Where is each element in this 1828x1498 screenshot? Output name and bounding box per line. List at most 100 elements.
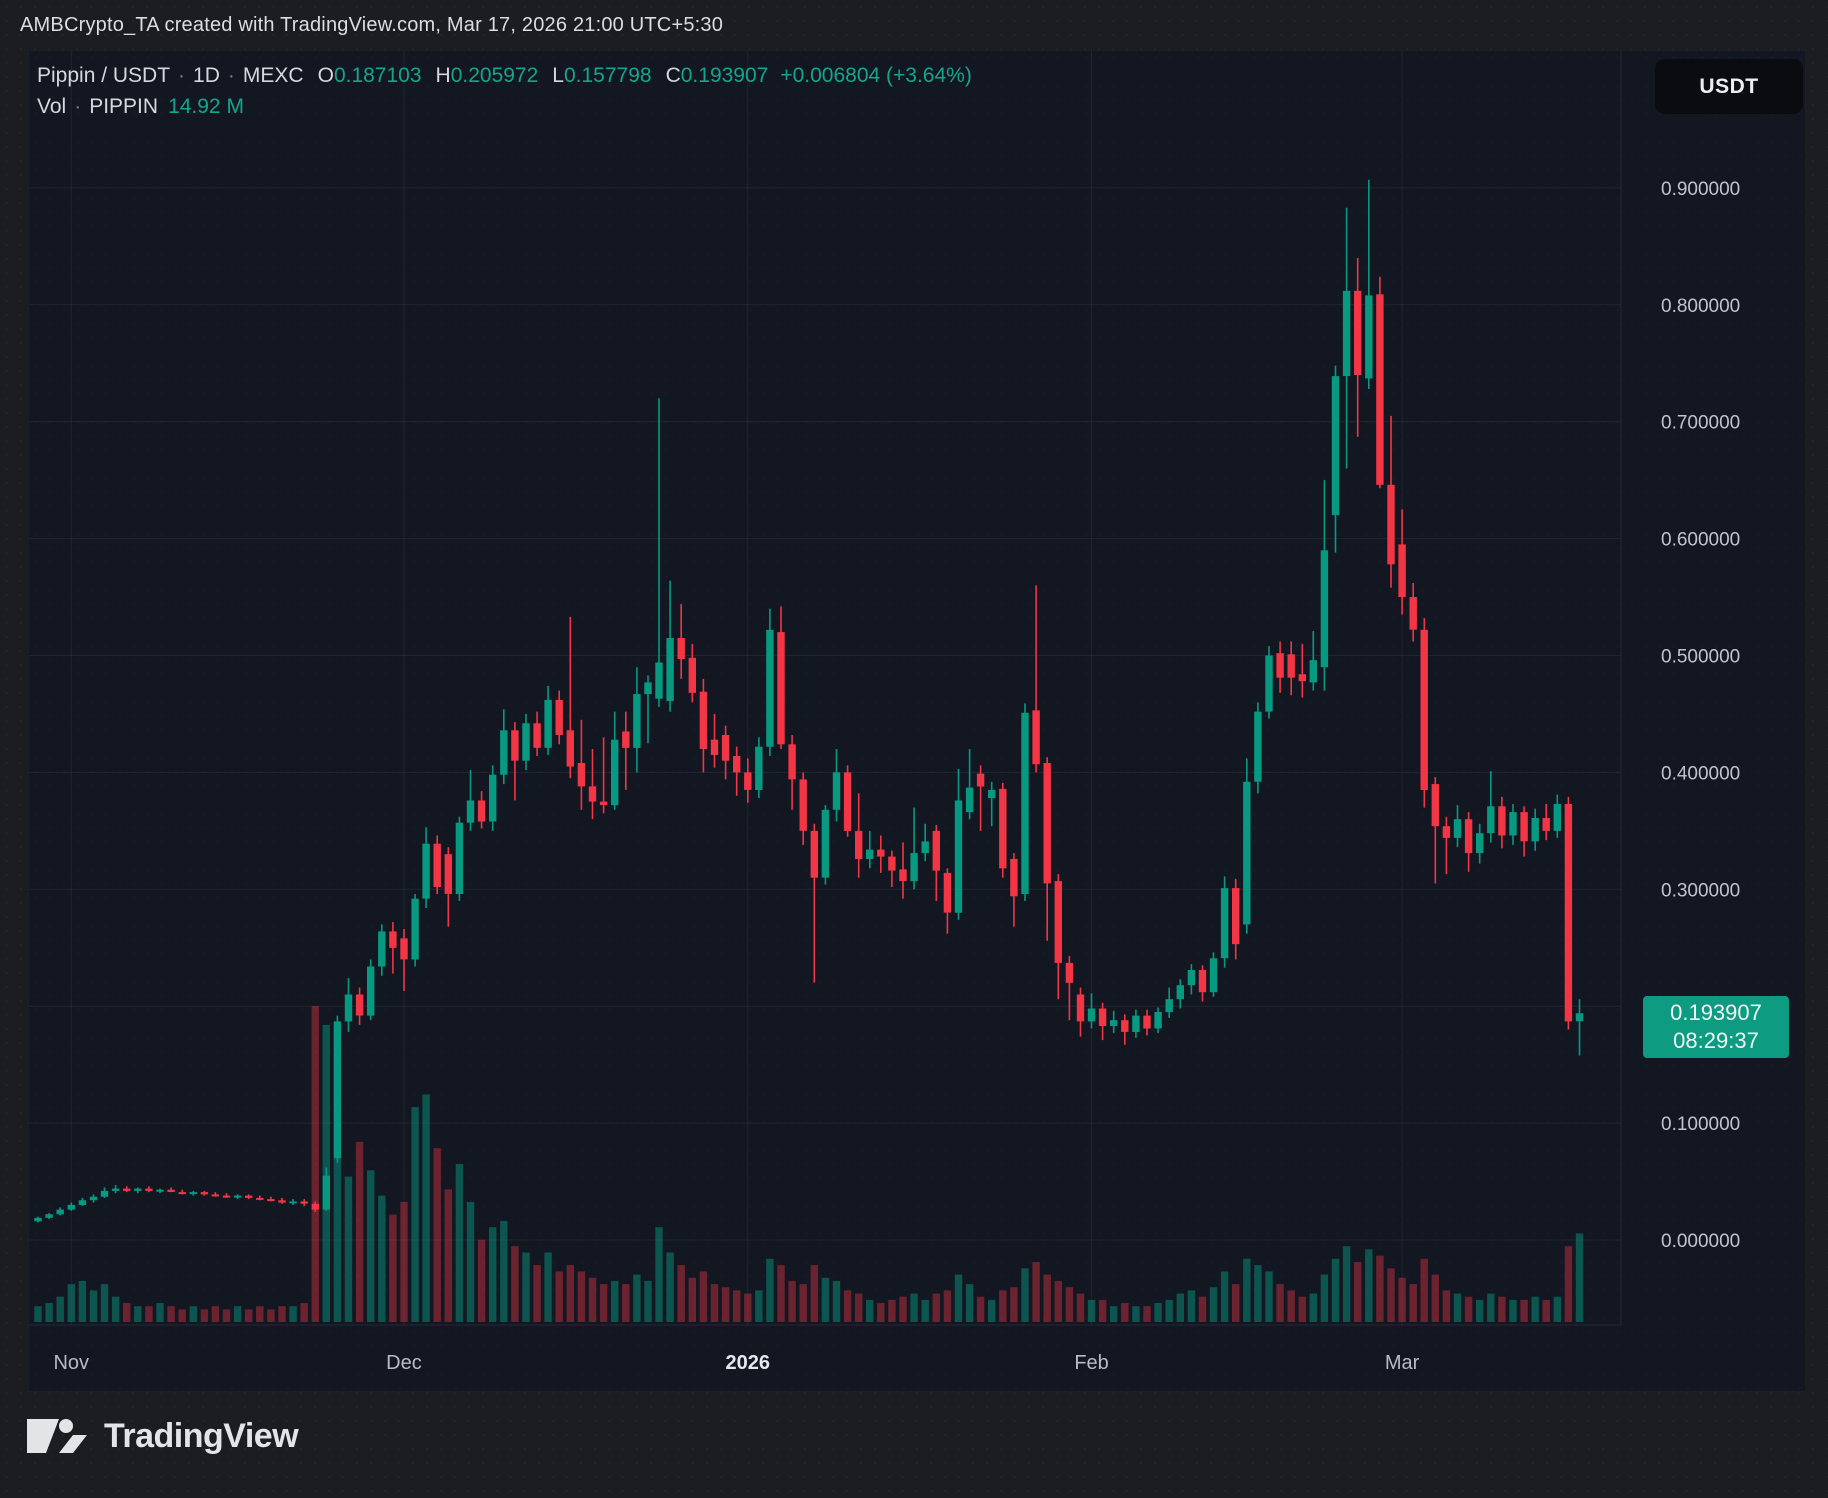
tradingview-logo-icon <box>27 1419 87 1453</box>
currency-toggle-button[interactable]: USDT <box>1655 59 1803 114</box>
volume-bar <box>1254 1265 1262 1322</box>
volume-bar <box>1087 1299 1096 1322</box>
volume-bar <box>1387 1268 1395 1322</box>
volume-bar <box>843 1290 852 1322</box>
close-label: C <box>665 64 681 87</box>
volume-bar <box>1165 1299 1173 1322</box>
volume-bar <box>1442 1290 1451 1322</box>
candle-body <box>1398 544 1406 597</box>
volume-bar <box>289 1306 297 1322</box>
candle-body <box>433 843 441 887</box>
volume-bar <box>855 1293 863 1322</box>
volume-bar <box>1365 1249 1373 1322</box>
tradingview-wordmark: TradingView <box>104 1416 299 1455</box>
candle-body <box>533 723 541 748</box>
price-axis-label: 0.700000 <box>1661 413 1740 434</box>
volume-bar <box>411 1107 419 1322</box>
volume-bar <box>56 1296 64 1322</box>
candle-body <box>877 849 885 857</box>
candles-layer <box>34 179 1584 1223</box>
volume-bar <box>45 1303 53 1322</box>
candle-body <box>333 1021 342 1159</box>
candle-body <box>1520 812 1528 842</box>
volume-bar <box>755 1290 763 1322</box>
volume-bar <box>899 1296 907 1322</box>
candle-body <box>422 843 430 899</box>
legend-symbol-row: Pippin / USDT · 1D · MEXC O0.187103 H0.205972 L… <box>37 61 972 91</box>
candle-body <box>167 1189 175 1192</box>
volume-bar <box>100 1284 109 1322</box>
volume-bar <box>622 1284 630 1322</box>
volume-bar <box>1010 1287 1018 1322</box>
volume-bar <box>123 1303 131 1322</box>
volume-bar <box>1043 1274 1051 1322</box>
candle-body <box>477 800 486 822</box>
volume-bar <box>355 1141 364 1322</box>
candle-body <box>1564 804 1573 1022</box>
candle-body <box>1354 290 1362 375</box>
close-value: 0.193907 <box>680 64 769 87</box>
volume-bar <box>422 1094 430 1322</box>
volume-bar <box>688 1277 696 1322</box>
volume-bar <box>1065 1287 1074 1322</box>
candle-body <box>500 730 508 775</box>
volume-bar <box>1476 1299 1484 1322</box>
volume-bar <box>134 1306 142 1322</box>
candle-body <box>89 1196 98 1201</box>
candle-body <box>1320 550 1329 668</box>
high-label: H <box>435 64 451 87</box>
volume-bar <box>1420 1258 1428 1322</box>
volume-bar <box>965 1284 974 1322</box>
candle-body <box>444 854 452 894</box>
price-axis-label: 0.600000 <box>1661 530 1740 551</box>
volume-bar <box>256 1306 264 1322</box>
volume-bar <box>655 1227 663 1322</box>
candle-body <box>1487 806 1495 834</box>
price-axis[interactable] <box>1621 51 1807 1325</box>
volume-bar <box>178 1309 186 1322</box>
volume-bar <box>1232 1284 1240 1322</box>
candle-body <box>866 849 874 859</box>
volume-bar <box>533 1265 541 1322</box>
candle-body <box>1542 818 1550 831</box>
volume-bar <box>566 1265 574 1322</box>
candle-body <box>544 699 552 748</box>
volume-bar <box>976 1296 985 1322</box>
candle-body <box>577 763 586 787</box>
time-axis-label: Nov <box>53 1352 89 1374</box>
volume-bar <box>233 1306 242 1322</box>
exchange-label: MEXC <box>242 64 304 87</box>
low-value: 0.157798 <box>563 64 652 87</box>
candle-body <box>611 739 619 806</box>
volume-bar <box>1187 1290 1196 1322</box>
volume-bar <box>477 1239 486 1322</box>
candle-body <box>899 869 907 882</box>
volume-bar <box>211 1306 220 1322</box>
volume-bar <box>444 1189 452 1322</box>
candle-body <box>344 994 353 1022</box>
candle-body <box>289 1201 297 1204</box>
candle-body <box>1220 888 1229 959</box>
candle-body <box>965 787 974 813</box>
candle-body <box>189 1192 197 1195</box>
candle-body <box>34 1217 42 1222</box>
candle-body <box>1287 654 1295 678</box>
candle-body <box>1065 962 1074 983</box>
volume-bar <box>1487 1293 1495 1322</box>
candle-body <box>644 682 652 695</box>
candle-body <box>378 931 386 967</box>
price-chart-canvas[interactable]: 0.900000 0.800000 0.700000 0.600000 0.500000… <box>29 51 1807 1393</box>
candle-body <box>976 773 985 787</box>
candle-body <box>1342 290 1351 377</box>
candle-body <box>666 638 674 702</box>
volume-bar <box>1509 1299 1517 1322</box>
time-axis[interactable] <box>29 1325 1621 1393</box>
open-label: O <box>317 64 334 87</box>
price-axis-label: 0.900000 <box>1661 179 1740 200</box>
volume-bar <box>921 1299 929 1322</box>
tradingview-logo[interactable]: TradingView <box>26 1408 299 1464</box>
candle-body <box>123 1188 131 1191</box>
symbol-name: Pippin / USDT <box>37 64 171 87</box>
volume-bar <box>1143 1306 1151 1322</box>
candle-body <box>1553 804 1561 831</box>
